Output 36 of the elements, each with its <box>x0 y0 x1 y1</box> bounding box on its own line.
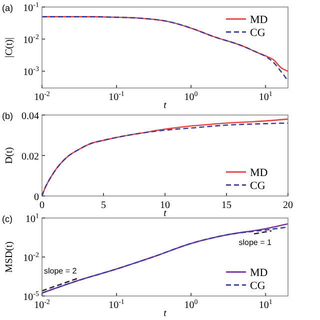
legend-label: CG <box>250 180 266 192</box>
x-axis-title: t <box>164 208 167 219</box>
y-axis-title: MSD(t) <box>4 241 15 273</box>
x-tick-label: 10 <box>160 200 170 211</box>
annotation: slope = 1 <box>238 238 272 247</box>
x-tick-label: 10$^{-1}$ <box>108 90 125 103</box>
x-tick-label: 10$^{1}$ <box>258 90 273 103</box>
x-axis-title: t <box>164 100 167 111</box>
y-tick-label: 10$^{1}$ <box>26 212 40 225</box>
y-tick-label: 10$^{-2}$ <box>23 33 40 46</box>
chart-title: (c) <box>2 214 12 224</box>
legend-label: MD <box>250 14 268 26</box>
y-tick-label: 10$^{-3}$ <box>23 65 40 78</box>
chart-title: (a) <box>2 3 13 13</box>
x-tick-label: 10$^{-1}$ <box>108 298 125 311</box>
x-tick-label: 10$^{-2}$ <box>34 90 50 103</box>
legend-label: CG <box>250 27 266 39</box>
y-tick-label: 0 <box>34 192 39 203</box>
x-tick-label: 10$^{0}$ <box>184 298 198 311</box>
legend-label: MD <box>250 167 268 179</box>
legend-label: CG <box>250 280 266 292</box>
chart-title: (b) <box>2 111 13 121</box>
x-tick-label: 20 <box>283 200 293 211</box>
y-tick-label: 0.04 <box>22 111 39 122</box>
annotation: slope = 2 <box>44 266 78 276</box>
y-tick-label: 10$^{-2}$ <box>23 251 40 264</box>
y-tick-label: 10$^{-1}$ <box>23 1 40 14</box>
y-axis-title: |C(t)| <box>4 37 15 58</box>
x-tick-label: 5 <box>101 200 106 211</box>
x-tick-label: 15 <box>222 200 232 211</box>
y-tick-label: 0.02 <box>22 152 39 162</box>
x-tick-label: 10$^{1}$ <box>258 298 273 311</box>
x-tick-label: 10$^{0}$ <box>184 90 198 103</box>
y-axis-title: D(t) <box>4 147 15 164</box>
x-axis-title: t <box>164 308 167 319</box>
legend-label: MD <box>250 267 268 279</box>
